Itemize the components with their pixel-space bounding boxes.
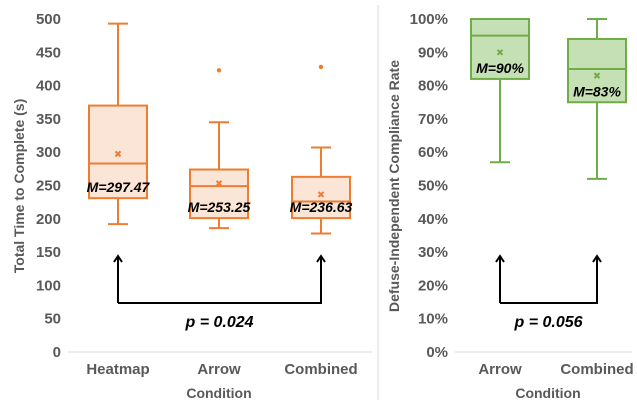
- x-tick-label: Arrow: [478, 361, 522, 378]
- y-tick-label: 500: [36, 11, 61, 28]
- y-tick-label: 100%: [410, 11, 448, 28]
- box-heatmap: M=297.47: [87, 22, 151, 226]
- bracket-line: [117, 256, 322, 304]
- x-tick-label: Combined: [560, 361, 633, 378]
- y-tick-label: 300: [36, 144, 61, 161]
- y-tick-label: 0: [53, 344, 61, 361]
- y-axis-ticks: 0 50 100 150 200 250 300 350 400 450 500: [36, 11, 61, 361]
- box-plots: M=90% M=83%: [470, 18, 627, 180]
- iqr-box: [470, 18, 530, 80]
- y-tick-label: 50: [44, 311, 61, 328]
- y-tick-label: 70%: [418, 111, 448, 128]
- y-tick-label: 60%: [418, 144, 448, 161]
- x-axis-title: Condition: [186, 385, 251, 401]
- x-axis-title: Condition: [515, 385, 580, 401]
- y-tick-label: 20%: [418, 277, 448, 294]
- bracket-arrowhead: [592, 254, 602, 263]
- mean-label: M=90%: [476, 60, 524, 76]
- y-tick-label: 350: [36, 111, 61, 128]
- y-tick-label: 450: [36, 44, 61, 61]
- significance-bracket: p = 0.024: [113, 254, 326, 331]
- p-value-label: p = 0.056: [513, 314, 582, 331]
- x-axis-ticks: Heatmap Arrow Combined: [86, 361, 357, 378]
- mean-marker: [496, 49, 504, 56]
- y-tick-label: 250: [36, 178, 61, 195]
- y-axis-ticks: 0% 10% 20% 30% 40% 50% 60% 70% 80% 90% 100%: [410, 11, 448, 361]
- box-combined: M=83%: [567, 18, 627, 180]
- outlier-point: [216, 68, 222, 73]
- p-value-label: p = 0.024: [184, 314, 253, 331]
- y-tick-label: 40%: [418, 211, 448, 228]
- iqr-box: [567, 37, 627, 104]
- mean-label: M=236.63: [290, 199, 353, 215]
- y-axis-title: Total Time to Complete (s): [11, 99, 27, 274]
- x-tick-label: Arrow: [197, 361, 241, 378]
- iqr-box: [88, 104, 148, 200]
- significance-bracket: p = 0.056: [495, 254, 602, 331]
- y-tick-label: 0%: [426, 344, 448, 361]
- mean-marker: [317, 191, 325, 198]
- box-plots: M=297.47 M=253.25 M=236.63: [87, 22, 353, 235]
- bracket-line: [499, 256, 598, 304]
- x-axis-ticks: Arrow Combined: [478, 361, 633, 378]
- x-tick-label: Combined: [284, 361, 357, 378]
- y-tick-label: 90%: [418, 44, 448, 61]
- mean-label: M=297.47: [87, 179, 151, 195]
- compliance-chart: 0%10%20%30%40%50%60%70%80%90%100% M=90%M…: [386, 11, 634, 401]
- y-tick-label: 30%: [418, 244, 448, 261]
- y-tick-label: 80%: [418, 78, 448, 95]
- mean-marker: [215, 180, 223, 187]
- y-tick-label: 10%: [418, 311, 448, 328]
- mean-label: M=83%: [573, 83, 621, 99]
- iqr-box: [189, 168, 249, 220]
- box-arrow: M=90%: [470, 18, 530, 164]
- y-tick-label: 100: [36, 277, 61, 294]
- box-combined: M=236.63: [290, 64, 353, 235]
- y-tick-label: 200: [36, 211, 61, 228]
- y-tick-label: 150: [36, 244, 61, 261]
- y-tick-label: 400: [36, 78, 61, 95]
- iqr-box: [291, 175, 351, 220]
- box-arrow: M=253.25: [188, 68, 251, 230]
- mean-marker: [114, 150, 122, 158]
- outlier-point: [318, 64, 324, 70]
- mean-marker: [593, 72, 601, 79]
- mean-label: M=253.25: [188, 199, 251, 215]
- y-tick-label: 50%: [418, 178, 448, 195]
- bracket-arrowhead: [113, 254, 123, 263]
- bracket-arrowhead: [495, 254, 505, 263]
- bracket-arrowhead: [316, 254, 326, 263]
- x-tick-label: Heatmap: [86, 361, 149, 378]
- y-axis-title: Defuse-Independent Compliance Rate: [386, 60, 402, 312]
